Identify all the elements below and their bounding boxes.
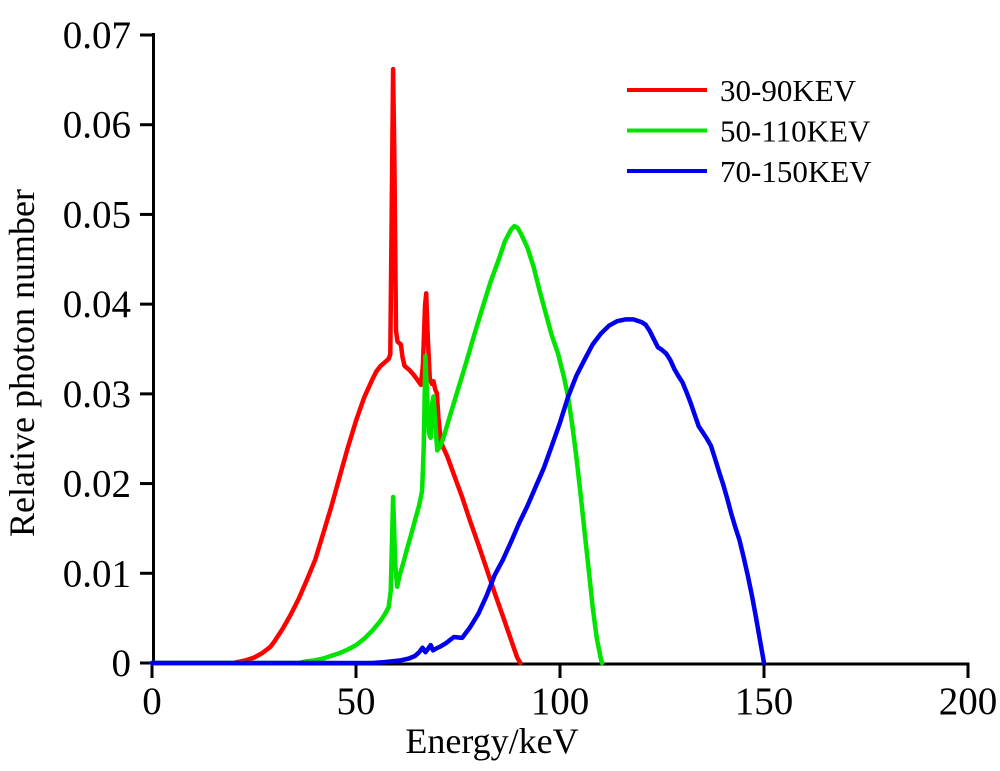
legend-label-30-90kev: 30-90KEV (720, 73, 857, 108)
legend-label-70-150kev: 70-150KEV (720, 154, 872, 189)
y-axis-title: Relative photon number (2, 189, 42, 537)
x-tick-label: 0 (142, 680, 162, 723)
curve-30-90kev (149, 66, 523, 666)
legend: 30-90KEV 50-110KEV 70-150KEV (627, 73, 872, 189)
y-tick-label: 0.05 (63, 193, 131, 236)
legend-row-50-110kev: 50-110KEV (627, 114, 871, 149)
y-tick-label: 0.01 (63, 552, 131, 595)
legend-label-50-110kev: 50-110KEV (720, 114, 871, 149)
curve-50-110kev (149, 223, 605, 666)
legend-row-30-90kev: 30-90KEV (627, 73, 857, 108)
y-tick-label: 0.03 (63, 373, 131, 416)
x-tick-label: 200 (939, 680, 998, 723)
x-tick-label: 100 (531, 680, 590, 723)
axes: 0 50 100 150 200 0 0.01 0.02 0.03 0.04 0.05 0.06 0.0… (63, 14, 998, 723)
y-tick-label: 0 (112, 642, 132, 685)
y-tick-label: 0.04 (63, 283, 131, 326)
tick-marks (140, 33, 970, 678)
x-axis-title: Energy/keV (405, 721, 578, 761)
tick-labels: 0 50 100 150 200 0 0.01 0.02 0.03 0.04 0.05 0.06 0.0… (63, 14, 998, 723)
legend-row-70-150kev: 70-150KEV (627, 154, 872, 189)
x-tick-label: 50 (337, 680, 376, 723)
curve-70-150kev (149, 317, 767, 666)
y-tick-label: 0.02 (63, 463, 131, 506)
x-tick-label: 150 (735, 680, 794, 723)
curves (149, 66, 767, 666)
y-tick-label: 0.06 (63, 104, 131, 147)
y-tick-label: 0.07 (63, 14, 131, 57)
